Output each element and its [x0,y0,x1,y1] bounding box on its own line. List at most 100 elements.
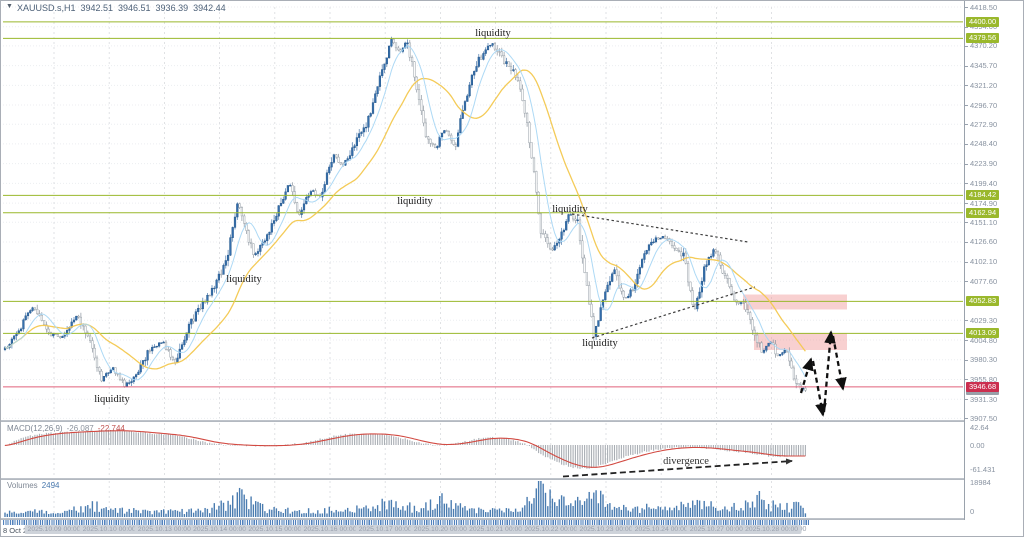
price-tick-mark [965,7,968,8]
price-tick: 4029.30 [970,315,998,325]
date-pill: 2025.10.24 00:00 [631,525,691,534]
price-tick-mark [965,26,968,28]
price-tick-mark [965,281,968,283]
price-level-label: 4379.56 [966,33,1000,44]
ohlc-open: 3942.51 [80,3,113,13]
liquidity-label: liquidity [397,196,433,207]
date-pill: 2025.10.17 00:00 [355,525,415,534]
chart-title-bar: ▼ XAUUSD.s,H1 3942.51 3946.51 3936.39 3942.44 [6,3,231,14]
symbol-menu-icon[interactable]: ▼ [6,3,13,10]
price-tick: 3931.30 [970,394,998,404]
pane-separator-macd[interactable] [1,420,964,422]
ohlc-close: 3942.44 [193,3,226,13]
price-tick-mark [965,65,968,67]
price-tick-mark [965,124,968,126]
divergence-label: divergence [663,456,709,467]
price-tick: 3907.50 [970,413,998,423]
liquidity-label: liquidity [582,338,618,349]
date-pill: 2025.10.23 00:00 [576,525,636,534]
price-tick-mark [965,222,968,224]
price-level-label: 4052.83 [966,296,1000,307]
price-tick: 3955.80 [970,374,998,384]
volume-pane[interactable] [4,481,807,517]
price-tick: 4077.60 [970,276,998,286]
price-tick: 4248.40 [970,139,998,149]
price-tick-mark [965,261,968,263]
ask-price-label: 3946.68 [966,381,1000,392]
supply-zone [754,333,847,350]
price-tick-mark [965,183,968,185]
price-tick: 4345.70 [970,61,998,71]
date-pill: 2025.10.28 00:00 [742,525,802,534]
price-tick: 4004.80 [970,335,998,345]
price-level-label: 4162.94 [966,207,1000,218]
date-pill: 2025.10.27 00:00 [686,525,746,534]
ohlc-low: 3936.39 [155,3,189,13]
price-tick: 4102.10 [970,257,998,267]
supply-zone [743,294,847,310]
macd-scale-label: -61.431 [970,465,996,474]
liquidity-label: liquidity [475,28,511,39]
liquidity-label: liquidity [94,394,130,405]
macd-scale-label: 0.00 [970,441,985,450]
pane-separator-timeaxis[interactable] [1,517,964,520]
price-tick-mark [965,241,968,243]
chart-title-symbol: XAUUSD.s,H1 [16,3,76,13]
volumes-value: 2494 [41,481,60,490]
price-axis[interactable]: 4418.504394.004370.204345.704321.204296.… [964,1,1023,520]
price-tick: 4126.60 [970,237,998,247]
price-tick-mark [965,399,968,401]
macd-scale-label: 42.64 [970,423,989,432]
price-level-label: 4013.09 [966,328,1000,339]
price-tick-mark [965,320,968,322]
liquidity-label: liquidity [226,274,262,285]
price-tick-mark [965,105,968,107]
date-pill: 2025.10.20 00:00 [410,525,470,534]
date-pill: 2025.10.22 00:00 [521,525,581,534]
date-pill: 2025.10.21 00:00 [466,525,526,534]
price-tick-mark [965,163,968,165]
macd-pane[interactable]: divergence [4,423,806,478]
price-tick: 4418.50 [970,2,998,12]
price-tick: 4151.10 [970,217,998,227]
volumes-name: Volumes [7,481,38,490]
ohlc-high: 3946.51 [118,3,151,13]
date-fragment: 00 [798,526,807,533]
macd-indicator-label: MACD(12,26,9) -26.087 -22.744 [7,424,125,433]
date-pill: 2025.10.10 00:00 [79,525,139,534]
macd-main-value: -26.087 [66,424,94,433]
liquidity-label: liquidity [552,204,588,215]
price-level-label: 4400.00 [966,16,1000,27]
date-pill: 2025.10.16 00:00 [300,525,360,534]
price-tick: 4321.20 [970,80,998,90]
price-tick-mark [965,85,968,87]
price-tick-mark [965,359,968,361]
macd-name: MACD(12,26,9) [7,424,63,433]
price-pane[interactable]: liquidity liquidity liquidity liquidity liqu… [3,6,963,419]
price-tick-mark [965,379,968,381]
price-tick-mark [965,45,968,47]
macd-signal-value: -22.744 [97,424,125,433]
date-pill: 2025.10.15 00:00 [245,525,305,534]
time-axis[interactable]: 8 Oct 2025 92025.10.09 00:00: 02025.10.1… [1,519,1023,536]
price-tick-mark [965,340,968,342]
price-tick-mark [965,143,968,145]
price-tick: 4174.90 [970,198,998,208]
date-pill: 2025.10.09 00:00 [24,525,84,534]
price-tick: 4296.70 [970,100,998,110]
price-tick-mark [965,418,968,420]
price-tick-mark [965,203,968,205]
price-tick: 4272.90 [970,119,998,129]
volume-scale-label: 0 [970,507,975,516]
price-tick: 4199.40 [970,178,998,188]
date-pill: 2025.10.13 00:00 [134,525,194,534]
date-pill: 2025.10.14 00:00 [190,525,250,534]
price-tick: 4370.20 [970,41,998,51]
price-level-label: 4184.42 [966,190,1000,201]
pane-separator-volumes[interactable] [1,478,964,480]
tick-density-band [3,520,809,525]
price-tick: 3980.30 [970,355,998,365]
volumes-indicator-label: Volumes 2494 [7,481,59,490]
